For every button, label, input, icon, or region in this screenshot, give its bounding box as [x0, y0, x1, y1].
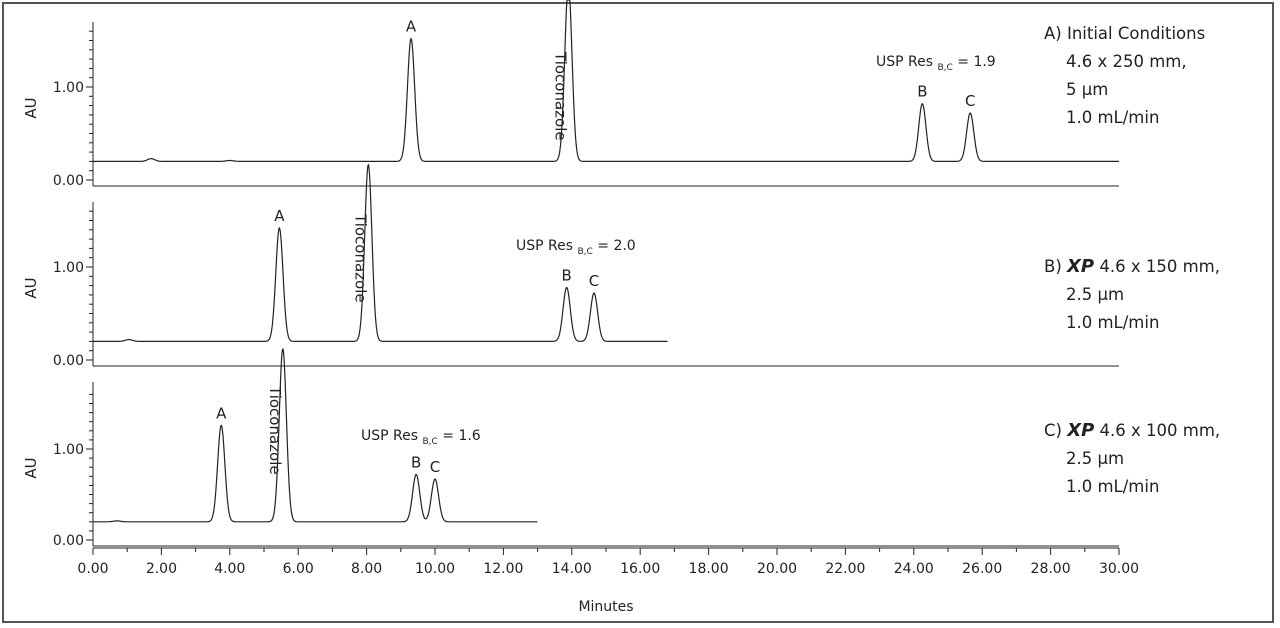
usp-res-subscript: B,C — [937, 63, 952, 73]
y-tick-label: 0.00 — [53, 533, 84, 549]
compound-label-tioconazole: Tioconazole — [351, 213, 369, 303]
x-tick-label: 26.00 — [962, 561, 1002, 577]
legend-c-column: 4.6 x 100 mm, — [1099, 421, 1221, 440]
legend-panel-b: B) XP 4.6 x 150 mm, 2.5 µm 1.0 mL/min — [1044, 253, 1220, 337]
y-tick-label: 1.00 — [53, 442, 84, 458]
usp-res-text: USP Res — [876, 54, 937, 70]
chromatogram-trace — [93, 347, 538, 523]
usp-resolution-label: USP Res B,C = 2.0 — [516, 238, 636, 257]
peak-label-b: B — [411, 453, 421, 471]
legend-c-prefix: C) — [1044, 421, 1062, 440]
peak-label-a: A — [406, 18, 417, 36]
x-tick-label: 16.00 — [620, 561, 660, 577]
x-tick-label: 8.00 — [351, 561, 382, 577]
peak-label-a: A — [274, 207, 285, 225]
y-tick-label: 0.00 — [53, 353, 84, 369]
legend-b-brand: XP — [1067, 256, 1095, 277]
x-tick-label: 10.00 — [415, 561, 455, 577]
legend-a-particle: 5 µm — [1066, 80, 1109, 99]
legend-c-flow: 1.0 mL/min — [1066, 477, 1160, 496]
x-tick-label: 2.00 — [146, 561, 177, 577]
x-tick-label: 14.00 — [552, 561, 592, 577]
y-axis-label: AU — [22, 277, 40, 298]
x-tick-label: 30.00 — [1099, 561, 1139, 577]
peak-label-c: C — [965, 92, 975, 110]
usp-res-text: USP Res — [516, 238, 577, 254]
peak-label-b: B — [917, 83, 927, 101]
legend-a-column: 4.6 x 250 mm, — [1066, 52, 1187, 71]
legend-a-title: A) Initial Conditions — [1044, 24, 1206, 43]
usp-resolution-label: USP Res B,C = 1.9 — [876, 54, 996, 73]
x-tick-label: 6.00 — [283, 561, 314, 577]
compound-label-tioconazole: Tioconazole — [266, 385, 284, 475]
y-axis-label: AU — [22, 97, 40, 118]
usp-res-value: = 1.6 — [438, 428, 481, 444]
legend-c-particle: 2.5 µm — [1066, 449, 1125, 468]
peak-label-b: B — [562, 266, 572, 284]
usp-res-text: USP Res — [361, 428, 422, 444]
x-tick-label: 28.00 — [1031, 561, 1071, 577]
x-tick-label: 22.00 — [825, 561, 865, 577]
legend-c-title: C) XP 4.6 x 100 mm, — [1044, 417, 1220, 445]
x-tick-label: 0.00 — [77, 561, 108, 577]
legend-c-brand: XP — [1067, 420, 1095, 441]
legend-b-title: B) XP 4.6 x 150 mm, — [1044, 253, 1220, 281]
legend-panel-a: A) Initial Conditions 4.6 x 250 mm, 5 µm… — [1044, 20, 1205, 132]
legend-b-flow: 1.0 mL/min — [1066, 313, 1160, 332]
x-axis-title: Minutes — [578, 599, 633, 615]
usp-res-value: = 1.9 — [953, 54, 996, 70]
peak-label-a: A — [216, 404, 227, 422]
x-tick-label: 20.00 — [757, 561, 797, 577]
legend-b-particle: 2.5 µm — [1066, 285, 1125, 304]
x-tick-label: 12.00 — [483, 561, 523, 577]
peak-label-c: C — [430, 458, 440, 476]
chromatogram-trace — [93, 0, 1119, 162]
legend-panel-c: C) XP 4.6 x 100 mm, 2.5 µm 1.0 mL/min — [1044, 417, 1220, 501]
peak-label-c: C — [589, 272, 599, 290]
x-tick-label: 18.00 — [689, 561, 729, 577]
chromatogram-trace — [93, 163, 668, 342]
x-tick-label: 4.00 — [214, 561, 245, 577]
usp-resolution-label: USP Res B,C = 1.6 — [361, 428, 481, 447]
legend-a-flow: 1.0 mL/min — [1066, 108, 1160, 127]
y-tick-label: 1.00 — [53, 80, 84, 96]
usp-res-subscript: B,C — [577, 247, 592, 257]
usp-res-subscript: B,C — [422, 437, 437, 447]
compound-label-tioconazole: Tioconazole — [551, 51, 569, 141]
y-axis-label: AU — [22, 457, 40, 478]
legend-b-column: 4.6 x 150 mm, — [1099, 257, 1220, 276]
usp-res-value: = 2.0 — [593, 238, 636, 254]
y-tick-label: 0.00 — [53, 173, 84, 189]
y-tick-label: 1.00 — [53, 260, 84, 276]
legend-b-prefix: B) — [1044, 257, 1062, 276]
x-tick-label: 24.00 — [894, 561, 934, 577]
